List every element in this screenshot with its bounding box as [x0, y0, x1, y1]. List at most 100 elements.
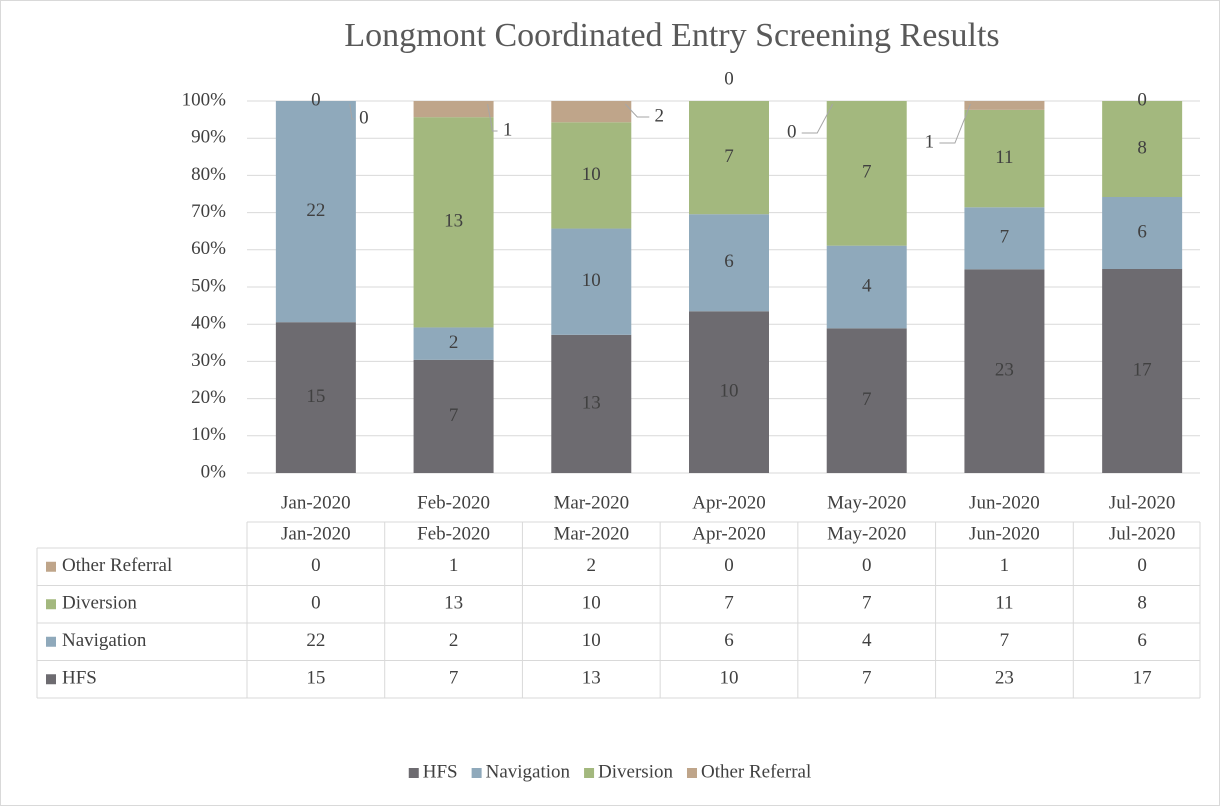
x-tick-label: Apr-2020	[692, 492, 766, 513]
x-tick-label: Jan-2020	[281, 492, 351, 513]
bar-segment	[826, 101, 907, 246]
data-label: 0	[787, 121, 797, 142]
legend-item: Other Referral	[686, 761, 811, 782]
table-cell: 17	[1133, 668, 1152, 689]
legend-label: Other Referral	[701, 761, 811, 782]
y-tick-label: 90%	[191, 127, 226, 148]
data-label: 7	[862, 162, 872, 183]
data-label: 7	[724, 146, 734, 167]
bar-segment	[964, 109, 1045, 208]
data-label: 7	[862, 389, 872, 410]
data-label: 1	[503, 119, 513, 140]
y-tick-label: 20%	[191, 387, 226, 408]
data-label: 10	[720, 380, 739, 401]
table-row-label: Navigation	[62, 630, 147, 651]
data-label: 0	[311, 89, 321, 110]
data-label: 0	[359, 107, 369, 128]
leader-line	[624, 103, 650, 118]
table-cell: 7	[449, 668, 459, 689]
data-label: 10	[582, 164, 601, 185]
data-label: 13	[444, 211, 463, 232]
data-label: 10	[582, 270, 601, 291]
table-header: May-2020	[827, 523, 906, 544]
data-label: 6	[724, 251, 734, 272]
y-tick-label: 70%	[191, 201, 226, 222]
data-label: 7	[449, 405, 459, 426]
data-label: 23	[995, 360, 1014, 381]
legend-label: Navigation	[486, 761, 571, 782]
table-cell: 0	[1137, 555, 1147, 576]
legend-label: Diversion	[598, 761, 673, 782]
data-label: 2	[449, 332, 459, 353]
table-cell: 7	[724, 593, 734, 614]
table-cell: 11	[995, 593, 1013, 614]
data-label: 4	[862, 275, 872, 296]
table-header: Jun-2020	[969, 523, 1040, 544]
table-row-label: HFS	[62, 668, 97, 689]
data-label: 8	[1137, 137, 1147, 158]
y-tick-label: 100%	[182, 89, 227, 110]
bar-segment	[551, 101, 632, 123]
bar-segment	[1102, 269, 1183, 473]
table-cell: 8	[1137, 593, 1147, 614]
bar-segment	[689, 214, 769, 312]
y-tick-label: 0%	[201, 461, 227, 482]
y-tick-label: 30%	[191, 350, 226, 371]
table-cell: 0	[724, 555, 734, 576]
data-label: 22	[306, 200, 325, 221]
table-cell: 23	[995, 668, 1014, 689]
chart-title: Longmont Coordinated Entry Screening Res…	[344, 17, 999, 54]
table-cell: 13	[582, 668, 601, 689]
legend-label: HFS	[423, 761, 458, 782]
table-row-label: Diversion	[62, 593, 137, 614]
table-header: Jul-2020	[1109, 523, 1176, 544]
bar-segment	[1102, 101, 1183, 197]
bar-segment	[689, 311, 769, 473]
bar-segment	[689, 101, 769, 215]
bar-segment	[1102, 197, 1183, 269]
table-cell: 7	[1000, 630, 1010, 651]
bar-segment	[551, 334, 632, 473]
table-header: Jan-2020	[281, 523, 351, 544]
table-swatch	[46, 561, 56, 572]
legend-swatch	[471, 768, 482, 778]
x-tick-label: Jun-2020	[969, 492, 1040, 513]
table-swatch	[46, 674, 56, 685]
data-label: 0	[1137, 89, 1147, 110]
table-cell: 0	[862, 555, 872, 576]
data-label: 15	[306, 386, 325, 407]
data-label: 2	[655, 105, 665, 126]
table-header: Feb-2020	[417, 523, 490, 544]
y-tick-label: 50%	[191, 275, 226, 296]
data-label: 13	[582, 392, 601, 413]
table-cell: 10	[582, 630, 601, 651]
legend-swatch	[686, 768, 697, 778]
leader-line	[487, 103, 498, 132]
leader-line	[801, 103, 834, 134]
legend-item: HFS	[408, 761, 458, 782]
table-cell: 13	[444, 593, 463, 614]
table-cell: 4	[862, 630, 872, 651]
y-tick-label: 80%	[191, 164, 226, 185]
bar-segment	[964, 207, 1045, 270]
data-label: 7	[1000, 227, 1010, 248]
bar-segment	[826, 328, 907, 473]
bar-segment	[413, 359, 494, 473]
table-cell: 7	[862, 668, 872, 689]
bar-segment	[826, 245, 907, 329]
bar-segment	[551, 228, 632, 335]
data-label: 17	[1133, 359, 1152, 380]
table-cell: 0	[311, 555, 321, 576]
legend-swatch	[584, 768, 595, 778]
table-cell: 1	[1000, 555, 1010, 576]
bar-segment	[964, 101, 1045, 110]
table-cell: 10	[720, 668, 739, 689]
x-tick-label: May-2020	[827, 492, 906, 513]
bar-segment	[413, 327, 494, 360]
leader-line	[939, 103, 971, 144]
y-tick-label: 10%	[191, 424, 226, 445]
table-header: Apr-2020	[692, 523, 766, 544]
data-label: 6	[1137, 221, 1147, 242]
table-cell: 22	[306, 630, 325, 651]
